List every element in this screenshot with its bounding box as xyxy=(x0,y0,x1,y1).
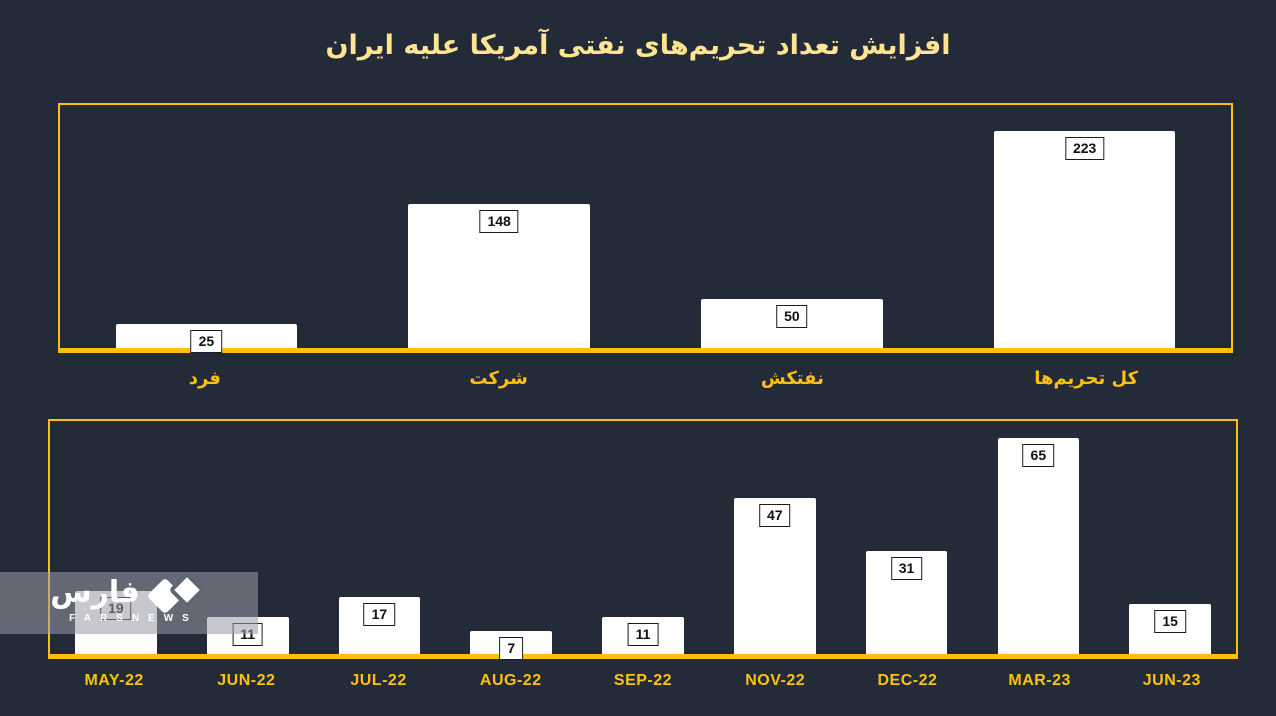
category-label: JUN-23 xyxy=(1142,672,1201,689)
bar-slot: 15 xyxy=(1104,421,1236,654)
category-label: فرد xyxy=(188,368,221,389)
farsnews-watermark: فارس FARSNEWS xyxy=(0,571,258,634)
category-label: JUN-22 xyxy=(217,672,276,689)
bar-slot: 7 xyxy=(445,421,577,660)
data-label: 7 xyxy=(499,636,524,660)
category-label: NOV-22 xyxy=(745,672,806,689)
bar-slot: 31 xyxy=(841,421,973,654)
category-label: JUL-22 xyxy=(350,672,407,689)
farsnews-latin-wordmark: FARSNEWS xyxy=(69,613,198,624)
bar-sanctions-by-month-6: 31 xyxy=(865,550,948,654)
bar-slot: 25 xyxy=(60,105,353,353)
chart-panel-by-target: 25 148 50 223 فرد شرکت نفتکش کل تحریم‌ها xyxy=(58,103,1233,389)
category-label: MAY-22 xyxy=(84,672,144,689)
bar-slot: 148 xyxy=(353,105,646,348)
data-label: 11 xyxy=(627,623,659,647)
bar-sanctions-by-month-2: 17 xyxy=(338,597,421,654)
chart-panel-by-month: 19111771147316515 MAY-22JUN-22JUL-22AUG-… xyxy=(48,419,1238,690)
axis-labels-by-month: MAY-22 JUN-22 JUL-22 AUG-22 SEP-22 NOV-22 DEC-… xyxy=(48,672,1238,690)
bar-sanctions-by-month-8: 15 xyxy=(1129,604,1211,654)
chart-title: افزایش تعداد تحریم‌های نفتی آمریکا علیه … xyxy=(325,30,951,61)
bar-slot: 65 xyxy=(972,421,1104,654)
data-label: 25 xyxy=(190,329,223,353)
bar-sanctions-by-month-4: 11 xyxy=(602,617,684,654)
bar-sanctions-by-target-2: 50 xyxy=(701,299,883,348)
bar-sanctions-by-month-5: 47 xyxy=(733,497,816,654)
category-label: SEP-22 xyxy=(613,672,673,689)
bar-sanctions-by-target-1: 148 xyxy=(408,204,590,348)
data-label: 50 xyxy=(776,305,808,329)
category-label: AUG-22 xyxy=(479,672,542,689)
data-label: 148 xyxy=(479,210,519,234)
bar-sanctions-by-target-3: 223 xyxy=(993,131,1176,348)
bar-slot: 223 xyxy=(938,105,1231,348)
data-label: 15 xyxy=(1154,610,1186,634)
category-label: MAR-23 xyxy=(1008,672,1071,689)
bar-sanctions-by-month-3: 7 xyxy=(470,630,553,660)
data-label: 17 xyxy=(363,603,396,627)
axis-labels-by-target: فرد شرکت نفتکش کل تحریم‌ها xyxy=(58,368,1233,389)
bar-sanctions-by-month-7: 65 xyxy=(997,437,1080,654)
bar-slot: 47 xyxy=(709,421,841,654)
data-label: 223 xyxy=(1064,137,1105,161)
bar-slot: 50 xyxy=(646,105,939,348)
farsnews-diamonds-icon xyxy=(146,571,208,615)
farsnews-logo: فارس xyxy=(50,571,208,615)
data-label: 47 xyxy=(758,503,791,527)
category-label: نفتکش xyxy=(760,368,824,389)
category-label: DEC-22 xyxy=(877,672,938,689)
category-label: کل تحریم‌ها xyxy=(1034,368,1139,389)
data-label: 31 xyxy=(890,556,923,580)
farsnews-farsi-wordmark: فارس xyxy=(50,575,140,610)
plot-area-by-target: 25 148 50 223 xyxy=(58,103,1233,353)
data-label: 65 xyxy=(1022,443,1055,467)
bar-slot: 11 xyxy=(577,421,709,654)
category-label: شرکت xyxy=(469,368,528,389)
bar-slot: 17 xyxy=(314,421,446,654)
bar-sanctions-by-target-0: 25 xyxy=(115,323,298,353)
